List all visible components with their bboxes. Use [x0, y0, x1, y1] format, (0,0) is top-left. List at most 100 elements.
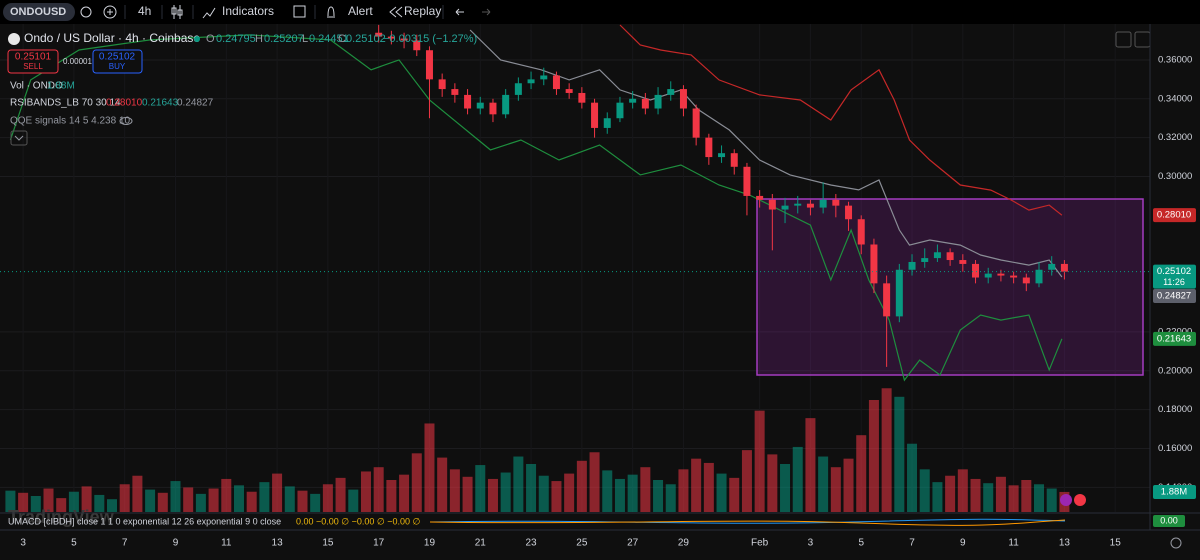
- volume-bar: [221, 478, 232, 512]
- candle-body: [464, 94, 472, 109]
- umacd-line: [429, 518, 1066, 524]
- settings[interactable]: [1170, 537, 1182, 549]
- event-icon[interactable]: [1060, 494, 1072, 506]
- volume-bar: [907, 443, 918, 512]
- symbol-title: Ondo / US Dollar · 4h · Coinbase: [24, 31, 200, 45]
- x-tick-label: 25: [576, 538, 588, 549]
- volume-bar: [284, 486, 295, 512]
- rsi-lower-label: 0.21643: [1157, 333, 1191, 344]
- indicator-line: [469, 29, 1063, 278]
- collapse-legend[interactable]: [10, 130, 28, 146]
- x-tick-label: 13: [1059, 538, 1071, 549]
- umacd-signal: [429, 519, 1066, 526]
- add-symbol[interactable]: [103, 5, 117, 19]
- volume-bar: [424, 423, 435, 512]
- candle-body: [705, 137, 713, 158]
- alert-icon[interactable]: [327, 6, 335, 18]
- sell-price[interactable]: 0.25101: [15, 52, 52, 63]
- candle-body: [845, 205, 853, 220]
- volume-bar: [30, 496, 41, 512]
- countdown: 11:26: [1163, 277, 1185, 287]
- indicators-icon[interactable]: [202, 7, 216, 19]
- event-icon[interactable]: [1074, 494, 1086, 506]
- chart-type[interactable]: [171, 5, 183, 19]
- volume-bar: [386, 480, 397, 512]
- rectangle-drawing[interactable]: [756, 198, 1144, 376]
- symbol-icon[interactable]: [80, 6, 92, 18]
- layout-icon[interactable]: [293, 5, 306, 18]
- volume-legend-value: 1.88M: [47, 81, 75, 92]
- candle-body: [946, 252, 954, 261]
- replay-button[interactable]: Replay: [404, 4, 441, 18]
- volume-bar: [348, 489, 359, 512]
- volume-bar: [526, 464, 537, 512]
- candle-body: [794, 203, 802, 206]
- volume-bar: [68, 491, 79, 512]
- x-tick-label: 13: [272, 538, 284, 549]
- volume-bar: [843, 458, 854, 512]
- candle-body: [413, 40, 421, 51]
- x-tick-label: 3: [808, 538, 814, 549]
- volume-bar: [195, 493, 206, 512]
- volume-bar: [792, 446, 803, 512]
- buy-button[interactable]: [92, 49, 143, 74]
- indicators-button[interactable]: Indicators: [222, 4, 274, 18]
- volume-label: 1.88M: [1161, 486, 1187, 497]
- undo[interactable]: [455, 8, 464, 16]
- candle-body: [984, 273, 992, 278]
- sell-label[interactable]: SELL: [23, 62, 43, 71]
- symbol-pill[interactable]: [3, 3, 75, 21]
- candle-body: [743, 166, 751, 196]
- indicator-line: [9, 34, 1063, 382]
- volume-bar: [360, 471, 371, 512]
- l-value: 0.24451: [309, 33, 349, 45]
- last-price-label-bg: [1153, 264, 1196, 289]
- hide-icon[interactable]: [119, 117, 133, 125]
- redo[interactable]: [482, 8, 491, 16]
- volume-bar: [780, 464, 791, 512]
- candle-body: [514, 83, 522, 95]
- volume-bar: [43, 488, 54, 512]
- candle-body: [489, 102, 497, 115]
- symbol[interactable]: ONDOUSD: [10, 6, 66, 18]
- x-tick-label: 21: [475, 538, 487, 549]
- sell-button[interactable]: [7, 49, 59, 74]
- volume-bar: [1034, 484, 1045, 512]
- buy-price[interactable]: 0.25102: [99, 52, 136, 63]
- alert-button[interactable]: Alert: [348, 4, 373, 18]
- x-tick-label: 9: [173, 538, 179, 549]
- x-tick-label: 17: [373, 538, 385, 549]
- candle-body: [1060, 263, 1068, 272]
- y-tick-label: 0.36000: [1158, 54, 1192, 65]
- h-value: 0.25207: [264, 33, 304, 45]
- candle-body: [578, 92, 586, 103]
- volume-bar: [881, 388, 892, 512]
- volume-bar: [233, 485, 244, 512]
- volume-bar: [576, 460, 587, 512]
- rsi-upper-label-bg: [1153, 208, 1196, 223]
- candle-body: [933, 252, 941, 259]
- rsi-basis-label: 0.24827: [1157, 291, 1191, 302]
- volume-bar: [107, 499, 118, 512]
- volume-bar: [462, 476, 473, 512]
- x-tick-label: 7: [122, 538, 128, 549]
- interval[interactable]: 4h: [138, 4, 151, 18]
- rsi-upper-label: 0.28010: [1157, 210, 1191, 221]
- x-tick-label: 11: [1008, 538, 1019, 549]
- volume-bar: [729, 477, 740, 512]
- y-tick-label: 0.30000: [1158, 171, 1192, 182]
- buy-label[interactable]: BUY: [109, 62, 126, 71]
- logo: [8, 33, 20, 45]
- volume-bar: [602, 470, 613, 512]
- candle-body: [1010, 275, 1018, 278]
- rsi-lower-value: 0.21643: [142, 98, 179, 109]
- volume-bar: [297, 490, 308, 512]
- x-tick-label: 5: [71, 538, 77, 549]
- y-tick-label: 0.20000: [1158, 365, 1192, 376]
- volume-bar: [1046, 488, 1057, 512]
- download[interactable]: [1115, 31, 1132, 48]
- candle-body: [692, 108, 700, 138]
- replay-icon[interactable]: [389, 6, 403, 18]
- volume-bar: [932, 482, 943, 512]
- volume-bar: [145, 489, 156, 512]
